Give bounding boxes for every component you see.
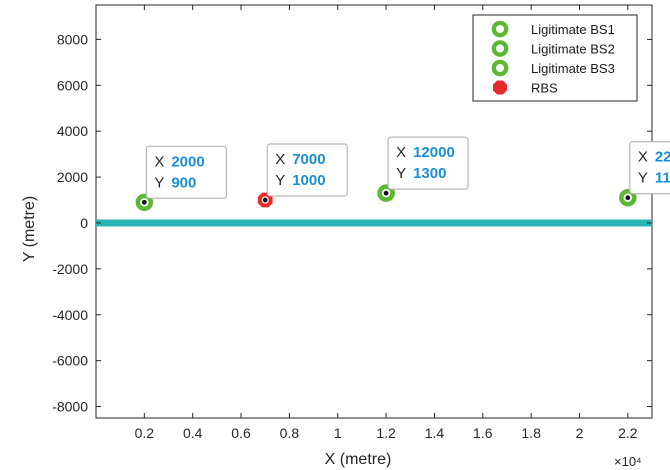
legend-box <box>472 14 638 102</box>
datatip-x-label: X <box>638 149 648 166</box>
datatip-y-value: 900 <box>171 174 196 191</box>
x-tick-label: 1.4 <box>425 425 445 441</box>
datatip-box <box>387 136 469 190</box>
data-point-ring <box>377 184 395 202</box>
x-tick-label: 1.2 <box>376 425 396 441</box>
datatip-y-label: Y <box>275 172 285 189</box>
y-tick-label: 2000 <box>57 169 88 185</box>
datatip-x-value: 12000 <box>413 144 455 161</box>
legend: Ligitimate BS1 Ligitimate BS2 Ligitimate B… <box>472 14 638 102</box>
x-axis-exponent: ×10⁴ <box>614 454 642 469</box>
datatip-x-label: X <box>396 144 406 161</box>
datatip-box <box>145 145 227 199</box>
datatip: X 2000 Y 900 <box>140 145 227 206</box>
x-tick-label: 0.8 <box>280 425 300 441</box>
datatip-x-label: X <box>275 151 285 168</box>
y-tick-label: 0 <box>80 215 88 231</box>
datatip: X 22000 Y 1100 <box>624 141 670 202</box>
datatip-y-value: 1100 <box>655 170 670 187</box>
x-axis-label: X (metre) <box>325 451 392 468</box>
datatip-y-label: Y <box>154 174 164 191</box>
legend-label: Ligitimate BS1 <box>531 22 615 37</box>
y-axis-label: Y (metre) <box>21 196 38 262</box>
x-tick-label: 1.8 <box>521 425 541 441</box>
datatip-x-value: 7000 <box>292 151 325 168</box>
y-tick-label: -8000 <box>52 399 88 415</box>
legend-marker-ring <box>491 40 509 57</box>
datatip-y-value: 1000 <box>292 172 325 189</box>
datatip-x-value: 22000 <box>655 149 670 166</box>
y-tick-label: -4000 <box>52 307 88 323</box>
data-point-ring <box>135 193 154 212</box>
y-tick-label: -6000 <box>52 353 88 369</box>
datatip-box <box>266 143 348 197</box>
datatip-anchor-dot <box>140 198 148 206</box>
legend-marker-octagon <box>493 80 507 95</box>
legend-label: Ligitimate BS2 <box>531 42 615 57</box>
y-tick-label: 8000 <box>57 31 88 47</box>
x-tick-label: 0.6 <box>231 425 251 441</box>
y-tick-label: 4000 <box>57 123 88 139</box>
datatip-anchor-dot <box>624 194 632 202</box>
legend-label: Ligitimate BS3 <box>531 61 615 76</box>
datatip-x-label: X <box>154 153 164 170</box>
datatip-y-label: Y <box>396 165 406 182</box>
y-axis-ticks: -8000 -6000 -4000 -2000 0 2000 4000 6000 8000 <box>52 31 652 415</box>
x-axis-ticks: 0.2 0.4 0.6 0.8 1 1.2 1.4 1.6 1.8 2 2.2 <box>135 5 638 441</box>
datatip: X 7000 Y 1000 <box>261 143 348 204</box>
x-tick-label: 0.2 <box>135 425 155 441</box>
data-point-ring <box>619 188 637 207</box>
legend-marker-ring <box>491 20 509 38</box>
x-tick-label: 2 <box>576 425 584 441</box>
x-tick-label: 2.2 <box>618 425 638 441</box>
datatips-layer: X 2000 Y 900 X 7000 Y 1000 X 12000 Y 1300 X 22000 Y 110… <box>140 136 670 206</box>
x-tick-label: 1 <box>334 425 342 441</box>
datatip-y-value: 1300 <box>413 165 446 182</box>
datatip-anchor-dot <box>382 189 390 197</box>
y-tick-label: 6000 <box>57 77 88 93</box>
y-tick-label: -2000 <box>52 261 88 277</box>
datatip-y-label: Y <box>638 170 648 187</box>
datatip-x-value: 2000 <box>171 153 204 170</box>
x-tick-label: 1.6 <box>473 425 493 441</box>
datatip: X 12000 Y 1300 <box>382 136 469 197</box>
x-tick-label: 0.4 <box>183 425 203 441</box>
legend-label: RBS <box>531 81 558 96</box>
legend-marker-ring <box>491 59 509 77</box>
datatip-anchor-dot <box>261 196 269 204</box>
